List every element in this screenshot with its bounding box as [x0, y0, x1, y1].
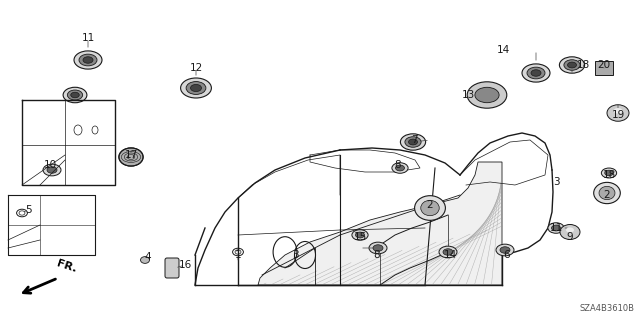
Ellipse shape: [599, 186, 615, 200]
Ellipse shape: [443, 249, 453, 255]
Ellipse shape: [191, 85, 202, 92]
Text: 2: 2: [427, 200, 433, 210]
Text: SZA4B3610B: SZA4B3610B: [580, 304, 635, 313]
Text: 14: 14: [497, 45, 509, 55]
Ellipse shape: [71, 92, 79, 98]
Ellipse shape: [401, 134, 426, 150]
Text: 19: 19: [611, 110, 625, 120]
Text: 7: 7: [411, 135, 417, 145]
Ellipse shape: [552, 225, 561, 231]
Ellipse shape: [405, 137, 421, 147]
Ellipse shape: [531, 70, 541, 76]
Ellipse shape: [43, 164, 61, 176]
Text: FR.: FR.: [55, 258, 77, 274]
Text: 8: 8: [374, 250, 380, 260]
Ellipse shape: [527, 67, 545, 79]
Ellipse shape: [415, 196, 445, 220]
Text: 1: 1: [235, 250, 241, 260]
Ellipse shape: [186, 82, 206, 94]
Text: 18: 18: [602, 170, 616, 180]
Ellipse shape: [141, 256, 150, 263]
Ellipse shape: [566, 227, 574, 233]
Ellipse shape: [47, 167, 57, 173]
Ellipse shape: [500, 247, 510, 253]
Text: 6: 6: [504, 250, 510, 260]
Ellipse shape: [74, 51, 102, 69]
Text: 13: 13: [461, 90, 475, 100]
Ellipse shape: [420, 200, 439, 216]
Ellipse shape: [63, 87, 87, 103]
Ellipse shape: [594, 182, 620, 204]
Ellipse shape: [439, 246, 457, 258]
Ellipse shape: [392, 163, 408, 173]
FancyBboxPatch shape: [165, 258, 179, 278]
Text: 2: 2: [604, 190, 611, 200]
Ellipse shape: [408, 139, 417, 145]
Ellipse shape: [180, 78, 211, 98]
Text: 8: 8: [395, 160, 401, 170]
Text: 5: 5: [25, 205, 31, 215]
Ellipse shape: [602, 168, 617, 178]
Ellipse shape: [67, 90, 83, 100]
Text: 16: 16: [179, 260, 191, 270]
Text: 10: 10: [44, 160, 56, 170]
Text: 9: 9: [566, 232, 573, 242]
Ellipse shape: [467, 82, 507, 108]
Ellipse shape: [564, 60, 580, 70]
Text: 11: 11: [81, 33, 95, 43]
Text: 3: 3: [292, 250, 298, 260]
Ellipse shape: [119, 148, 143, 166]
Ellipse shape: [396, 165, 404, 171]
Ellipse shape: [496, 244, 514, 256]
Ellipse shape: [548, 223, 564, 233]
Ellipse shape: [373, 245, 383, 251]
Ellipse shape: [369, 242, 387, 254]
Text: 4: 4: [145, 252, 151, 262]
FancyBboxPatch shape: [595, 61, 613, 75]
Ellipse shape: [83, 57, 93, 63]
Ellipse shape: [605, 170, 613, 176]
Ellipse shape: [568, 62, 577, 68]
Text: 12: 12: [189, 63, 203, 73]
Text: 3: 3: [553, 177, 559, 187]
Ellipse shape: [607, 105, 629, 121]
Ellipse shape: [559, 57, 584, 73]
Ellipse shape: [560, 225, 580, 240]
Polygon shape: [258, 162, 502, 285]
Text: 14: 14: [444, 250, 456, 260]
Ellipse shape: [352, 230, 368, 240]
Ellipse shape: [522, 64, 550, 82]
Text: 17: 17: [124, 150, 138, 160]
Ellipse shape: [79, 54, 97, 66]
Text: 20: 20: [597, 60, 611, 70]
Text: 18: 18: [577, 60, 589, 70]
Text: 15: 15: [353, 232, 367, 242]
Ellipse shape: [355, 232, 365, 238]
Ellipse shape: [614, 108, 622, 114]
Text: 11: 11: [549, 223, 563, 233]
Ellipse shape: [475, 87, 499, 103]
